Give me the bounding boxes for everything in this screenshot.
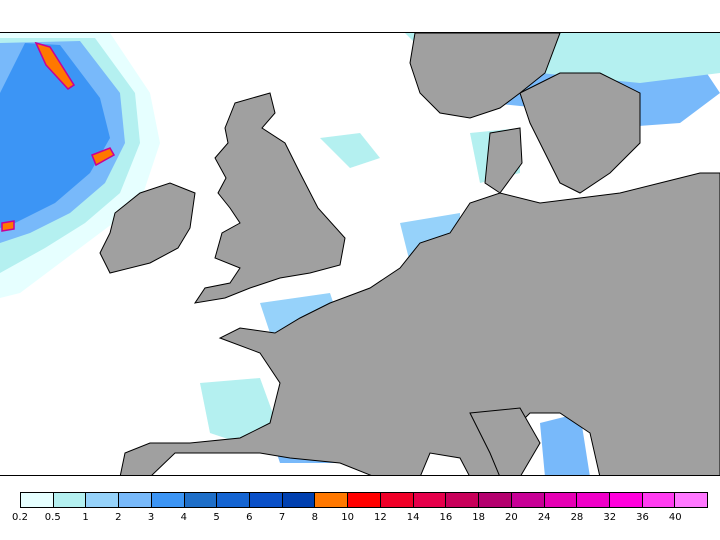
legend-tick-label: 20 bbox=[505, 512, 518, 523]
legend-tick-label: 7 bbox=[278, 512, 286, 523]
legend-tick-label: 6 bbox=[246, 512, 253, 523]
legend-swatch bbox=[642, 493, 676, 507]
legend-swatch bbox=[609, 493, 643, 507]
legend-swatch bbox=[479, 493, 512, 507]
legend-swatch bbox=[380, 493, 414, 507]
italy-boot bbox=[469, 407, 541, 475]
legend-swatch bbox=[348, 493, 381, 507]
legend-swatch bbox=[86, 493, 120, 507]
legend-tick-label: 28 bbox=[570, 512, 584, 523]
legend-tick-label: 10 bbox=[341, 512, 354, 523]
legend-tick-label: 1 bbox=[82, 512, 89, 523]
legend-swatch bbox=[577, 493, 610, 507]
great-britain bbox=[193, 92, 346, 304]
legend-tick-label: 0.2 bbox=[12, 512, 28, 523]
precipitation-map bbox=[0, 32, 720, 476]
ireland bbox=[99, 182, 196, 274]
legend-tick-label: 16 bbox=[439, 512, 453, 523]
legend-swatch bbox=[315, 493, 349, 507]
legend-tick-label: 32 bbox=[603, 512, 617, 523]
atlantic-rain-heavy bbox=[0, 43, 110, 228]
legend-tick-label: 3 bbox=[147, 512, 155, 523]
legend-tick-label: 12 bbox=[374, 512, 387, 523]
legend-swatch bbox=[511, 493, 545, 507]
legend-swatch bbox=[53, 493, 87, 507]
legend-tick-label: 5 bbox=[213, 512, 220, 523]
legend-tick-label: 14 bbox=[406, 512, 420, 523]
north-sea-rain bbox=[320, 133, 380, 168]
legend-swatch bbox=[21, 493, 54, 507]
legend-swatch bbox=[151, 493, 185, 507]
land-layer bbox=[99, 33, 720, 475]
biscay-rain bbox=[200, 378, 280, 443]
sweden bbox=[519, 72, 641, 194]
legend-tick-label: 24 bbox=[537, 512, 551, 523]
atlantic-core-2 bbox=[91, 147, 116, 167]
legend-swatch bbox=[250, 493, 283, 507]
adriatic-rain bbox=[540, 413, 590, 475]
legend-swatch bbox=[119, 493, 152, 507]
legend-swatch bbox=[446, 493, 480, 507]
legend-tick-label: 2 bbox=[115, 512, 122, 523]
legend-swatch bbox=[184, 493, 218, 507]
color-scale-bar bbox=[20, 492, 708, 508]
legend-tick-label: 18 bbox=[472, 512, 486, 523]
legend-swatch bbox=[675, 493, 708, 507]
map-canvas bbox=[0, 33, 720, 475]
legend-swatch bbox=[413, 493, 447, 507]
legend-tick-label: 36 bbox=[636, 512, 649, 523]
color-scale-labels: 0.2 0.5 1 2 3 4 5 6 7 8 10 12 14 16 18 20 24 28 32 36 40 bbox=[12, 512, 708, 526]
legend-swatch bbox=[217, 493, 251, 507]
jutland bbox=[484, 127, 523, 194]
atlantic-core-1 bbox=[34, 41, 76, 90]
legend-tick-label: 0.5 bbox=[44, 512, 61, 523]
legend-swatch bbox=[282, 493, 316, 507]
continental-europe bbox=[119, 172, 720, 475]
legend-tick-label: 8 bbox=[311, 512, 319, 523]
legend-tick-label: 40 bbox=[668, 512, 682, 523]
legend-swatch bbox=[544, 493, 578, 507]
atlantic-core-3 bbox=[1, 220, 15, 232]
legend-tick-label: 4 bbox=[180, 512, 187, 523]
norway bbox=[409, 33, 561, 119]
